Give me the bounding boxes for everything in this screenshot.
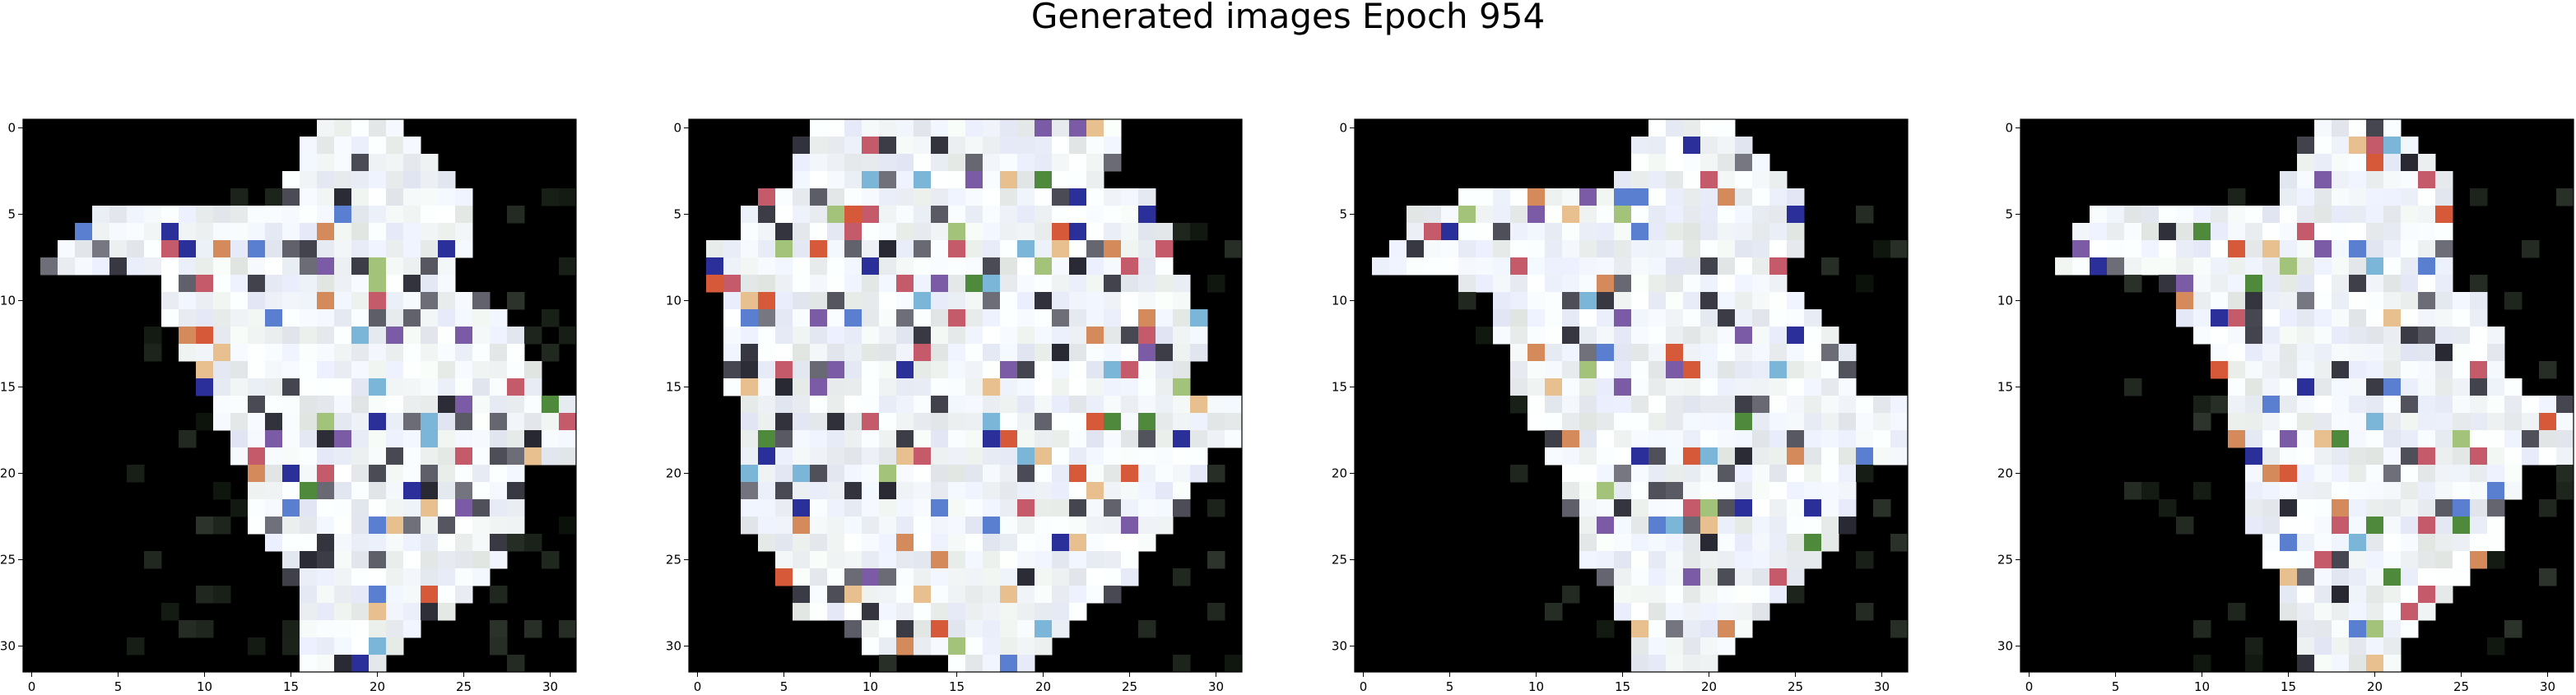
y-tick-label: 5 bbox=[7, 207, 16, 222]
y-tick-label: 5 bbox=[673, 207, 681, 222]
x-tick-label: 25 bbox=[1122, 679, 1137, 694]
y-tick-label: 10 bbox=[1997, 294, 2013, 308]
y-tick-label: 10 bbox=[1332, 294, 1347, 308]
pixel-texture bbox=[706, 119, 1243, 673]
y-tick-label: 20 bbox=[0, 466, 16, 481]
x-tick-label: 25 bbox=[2453, 679, 2469, 694]
y-tick-label: 25 bbox=[1997, 553, 2013, 568]
x-tick-label: 25 bbox=[456, 679, 472, 694]
y-tick-label: 15 bbox=[666, 380, 681, 395]
x-tick-label: 10 bbox=[2194, 679, 2210, 694]
image-panel-2: 0 5 10 15 20 25 30 0 5 10 15 20 25 30 bbox=[666, 118, 1243, 694]
y-tick-label: 25 bbox=[666, 553, 681, 568]
x-tick-label: 0 bbox=[2025, 679, 2034, 694]
y-tick-label: 0 bbox=[2005, 121, 2013, 136]
x-tick-label: 5 bbox=[780, 679, 788, 694]
figure-title: Generated images Epoch 954 bbox=[1030, 0, 1546, 36]
x-tick-label: 5 bbox=[2112, 679, 2120, 694]
y-tick-label: 10 bbox=[0, 294, 16, 308]
axes-frame bbox=[688, 118, 1243, 673]
axes-frame bbox=[22, 118, 577, 673]
x-tick-label: 30 bbox=[2540, 679, 2555, 694]
x-tick-label: 15 bbox=[1615, 679, 1630, 694]
y-tick-label: 30 bbox=[0, 639, 16, 654]
y-tick-label: 20 bbox=[1332, 466, 1347, 481]
x-tick-label: 30 bbox=[1874, 679, 1890, 694]
x-tick-label: 20 bbox=[2367, 679, 2383, 694]
x-tick-label: 20 bbox=[1701, 679, 1717, 694]
x-tick-label: 0 bbox=[694, 679, 702, 694]
y-tick-label: 5 bbox=[1339, 207, 1347, 222]
y-tick-label: 15 bbox=[1997, 380, 2013, 395]
x-tick-label: 20 bbox=[1035, 679, 1051, 694]
pixel-texture bbox=[40, 119, 577, 673]
x-tick-label: 10 bbox=[197, 679, 212, 694]
x-tick-label: 0 bbox=[1360, 679, 1368, 694]
image-panel-1: 0 5 10 15 20 25 30 0 5 10 15 20 25 30 bbox=[0, 118, 577, 694]
y-tick-label: 10 bbox=[666, 294, 681, 308]
y-tick-label: 15 bbox=[0, 380, 16, 395]
x-tick-label: 15 bbox=[283, 679, 299, 694]
axes-frame bbox=[1354, 118, 1909, 673]
y-tick-label: 20 bbox=[1997, 466, 2013, 481]
image-panel-3: 0 5 10 15 20 25 30 0 5 10 15 20 25 30 bbox=[1332, 118, 1909, 694]
x-tick-label: 10 bbox=[1528, 679, 1544, 694]
x-tick-label: 25 bbox=[1788, 679, 1803, 694]
image-panel-4: 0 5 10 15 20 25 30 0 5 10 15 20 25 30 bbox=[1997, 118, 2574, 694]
x-tick-label: 5 bbox=[114, 679, 123, 694]
x-tick-label: 15 bbox=[949, 679, 965, 694]
pixel-texture bbox=[2055, 119, 2574, 673]
y-tick-label: 0 bbox=[1339, 121, 1347, 136]
x-tick-label: 15 bbox=[2281, 679, 2296, 694]
pixel-texture bbox=[1372, 119, 1909, 673]
y-tick-label: 20 bbox=[666, 466, 681, 481]
x-tick-label: 20 bbox=[370, 679, 385, 694]
x-tick-label: 0 bbox=[28, 679, 36, 694]
image-panels: 0 5 10 15 20 25 30 0 5 10 15 20 25 30 0 5 10 15 20 25 30 0 5 10… bbox=[0, 118, 2574, 694]
y-tick-label: 25 bbox=[0, 553, 16, 568]
axes-frame bbox=[2020, 118, 2574, 673]
x-tick-label: 30 bbox=[1208, 679, 1224, 694]
y-tick-label: 0 bbox=[673, 121, 681, 136]
x-tick-label: 5 bbox=[1446, 679, 1454, 694]
x-tick-label: 30 bbox=[542, 679, 558, 694]
y-tick-label: 0 bbox=[7, 121, 16, 136]
y-tick-label: 30 bbox=[666, 639, 681, 654]
y-tick-label: 30 bbox=[1332, 639, 1347, 654]
y-tick-label: 5 bbox=[2005, 207, 2013, 222]
x-tick-label: 10 bbox=[863, 679, 878, 694]
y-tick-label: 25 bbox=[1332, 553, 1347, 568]
y-tick-label: 15 bbox=[1332, 380, 1347, 395]
y-tick-label: 30 bbox=[1997, 639, 2013, 654]
